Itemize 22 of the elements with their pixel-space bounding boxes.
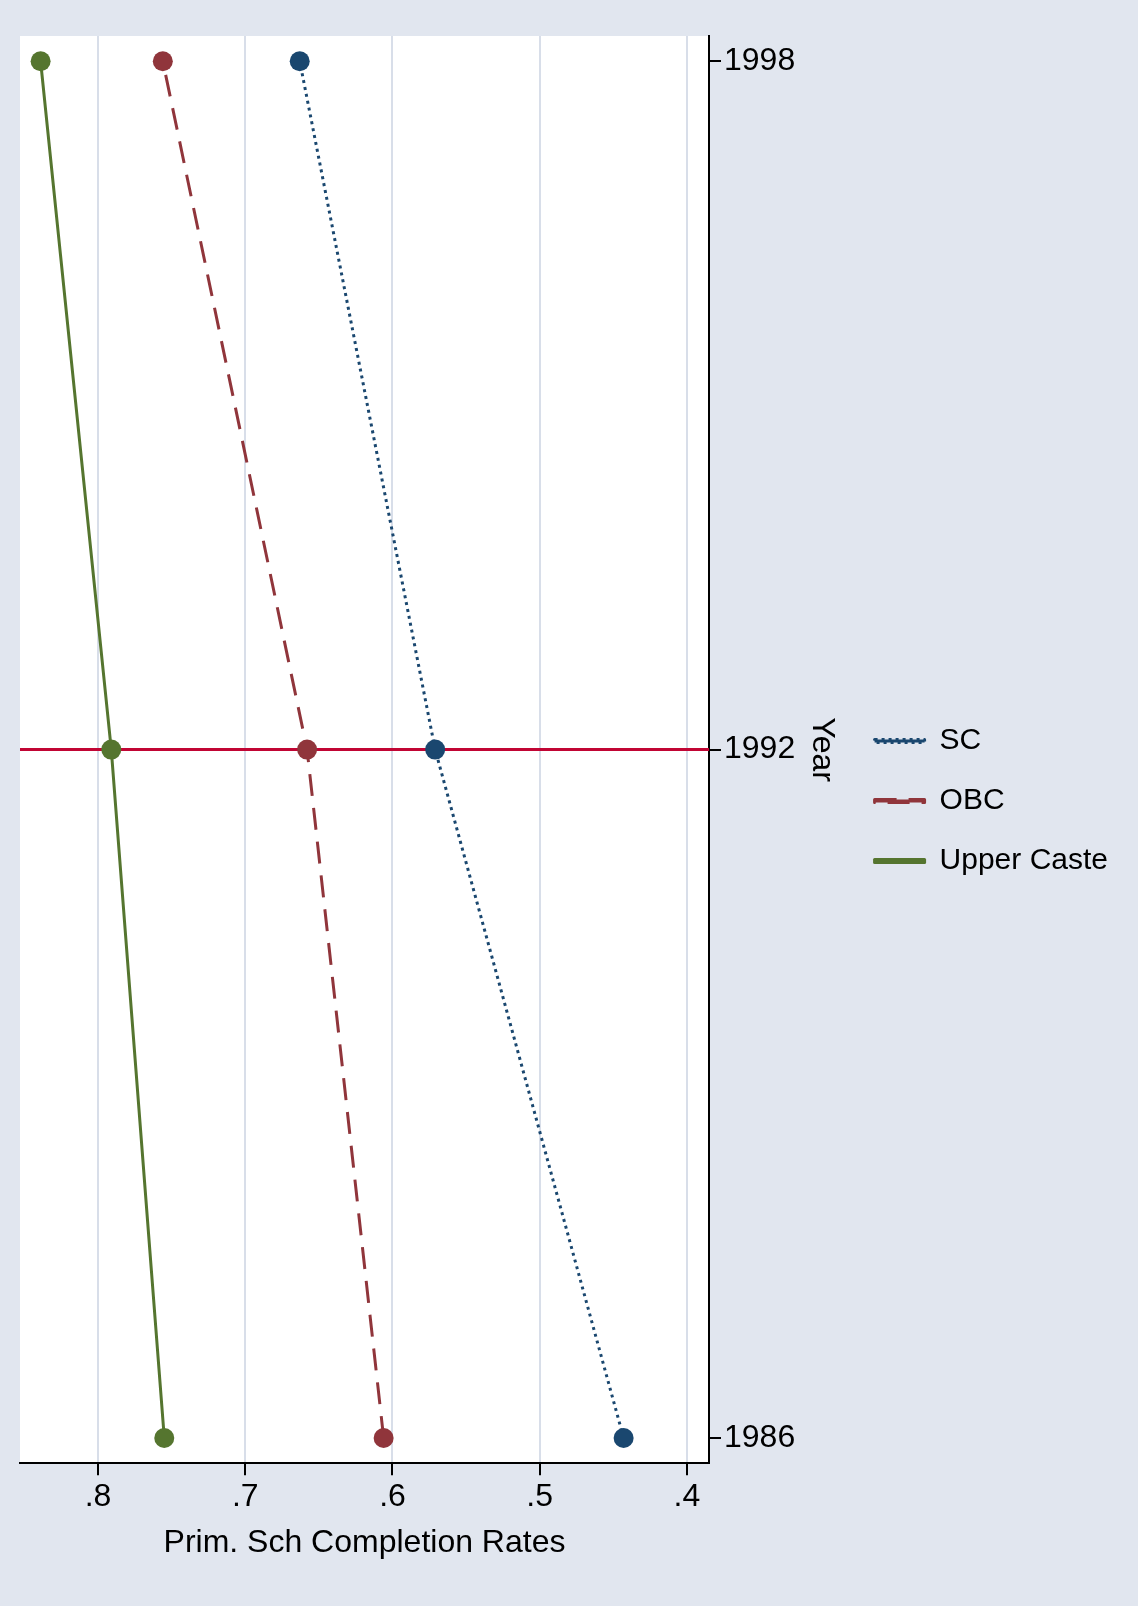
point <box>152 51 173 72</box>
point <box>373 1427 394 1448</box>
legend-label: OBC <box>939 782 1005 816</box>
y-axis-title: Year <box>805 717 842 783</box>
legend-label: SC <box>939 722 982 756</box>
point <box>425 739 446 760</box>
x-tick-label: .4 <box>673 1477 701 1514</box>
x-tick-label: .7 <box>231 1477 259 1514</box>
y-tick-label: 1992 <box>724 729 796 766</box>
y-tick-label: 1986 <box>724 1417 796 1454</box>
point <box>101 739 122 760</box>
x-tick-label: .6 <box>379 1477 406 1514</box>
point <box>154 1427 175 1448</box>
x-tick-label: .8 <box>84 1477 112 1514</box>
point <box>613 1427 634 1448</box>
x-axis-title: Prim. Sch Completion Rates <box>163 1522 566 1559</box>
y-tick-label: 1998 <box>724 41 796 78</box>
x-tick-label: .5 <box>526 1477 554 1514</box>
point <box>297 739 318 760</box>
legend-label: Upper Caste <box>939 842 1109 876</box>
point <box>289 51 310 72</box>
point <box>30 51 51 72</box>
